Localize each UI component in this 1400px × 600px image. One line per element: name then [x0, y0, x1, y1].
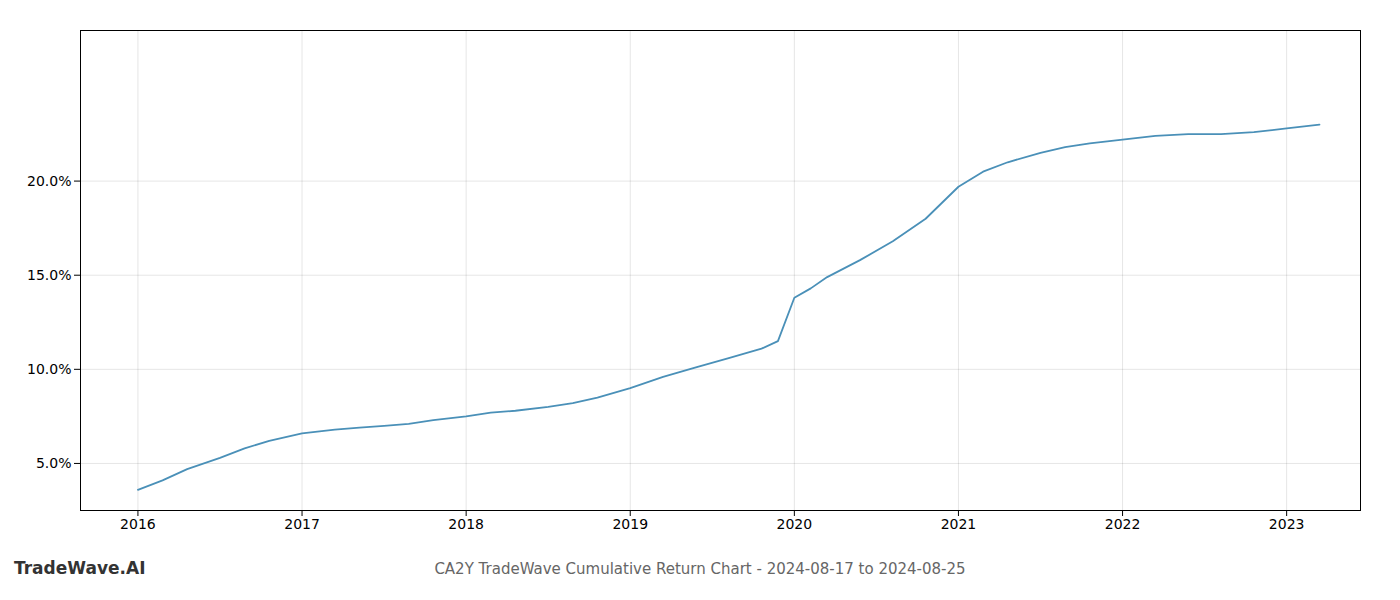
- svg-text:2018: 2018: [448, 516, 484, 532]
- svg-text:5.0%: 5.0%: [36, 455, 72, 471]
- svg-text:2016: 2016: [120, 516, 156, 532]
- svg-text:10.0%: 10.0%: [27, 361, 71, 377]
- svg-text:20.0%: 20.0%: [27, 173, 71, 189]
- svg-text:2023: 2023: [1269, 516, 1305, 532]
- html-text:CA2Y TradeWave Cumulative Retu: CA2Y TradeWave Cumulative Return Chart -…: [434, 560, 966, 578]
- svg-text:2017: 2017: [284, 516, 320, 532]
- svg-text:2022: 2022: [1105, 516, 1141, 532]
- html-text:TradeWave.AI: TradeWave.AI: [14, 558, 146, 578]
- svg-text:2020: 2020: [777, 516, 813, 532]
- svg-text:2021: 2021: [941, 516, 977, 532]
- svg-text:2019: 2019: [612, 516, 648, 532]
- svg-text:15.0%: 15.0%: [27, 267, 71, 283]
